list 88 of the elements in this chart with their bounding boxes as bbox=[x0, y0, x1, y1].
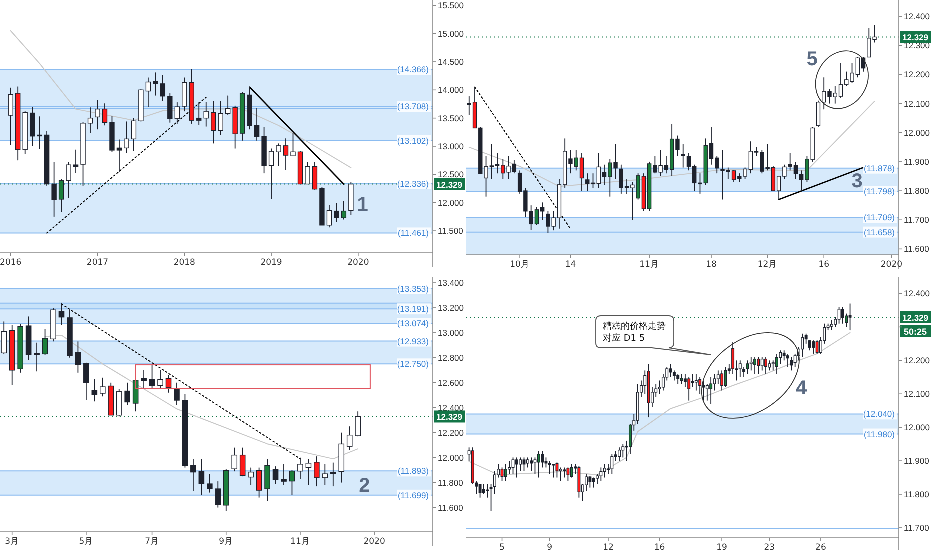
x-tick-label: 5 bbox=[500, 543, 505, 550]
x-tick-label: 3月 bbox=[5, 537, 20, 547]
annotation: 1 bbox=[357, 194, 368, 216]
y-tick-label: 14.000 bbox=[438, 85, 464, 96]
ref-line-label: (11.893) bbox=[398, 466, 430, 476]
ref-line-label: (13.074) bbox=[397, 318, 430, 329]
ref-line-label: (11.461) bbox=[398, 228, 430, 238]
y-tick-label: 12.400 bbox=[904, 288, 930, 299]
x-tick-label: 12月 bbox=[758, 260, 778, 270]
y-tick-label: 12.500 bbox=[438, 170, 464, 180]
y-tick-label: 12.600 bbox=[438, 378, 464, 388]
x-tick-label: 11月 bbox=[290, 537, 310, 547]
ref-line-label: (11.658) bbox=[864, 227, 896, 238]
ref-line-label: (12.933) bbox=[397, 336, 430, 346]
y-tick-label: 11.800 bbox=[438, 478, 464, 488]
x-tick-label: 19 bbox=[716, 543, 728, 550]
ref-line-label: 12.329 bbox=[436, 180, 463, 190]
x-tick-label: 2017 bbox=[86, 258, 109, 268]
ref-line-label: (14.366) bbox=[397, 64, 430, 75]
y-tick-label: 11.800 bbox=[904, 186, 930, 196]
y-tick-label: 11.500 bbox=[438, 226, 464, 236]
y-tick-label: 13.200 bbox=[438, 302, 464, 313]
y-tick-label: 14.500 bbox=[438, 56, 464, 67]
x-tick-label: 23 bbox=[764, 543, 776, 550]
annotation: 3 bbox=[852, 170, 863, 193]
y-tick-label: 11.700 bbox=[904, 522, 930, 533]
y-tick-label: 13.400 bbox=[438, 278, 464, 288]
ref-line-label: (13.353) bbox=[397, 284, 430, 294]
ref-line-label: (12.750) bbox=[397, 359, 430, 370]
x-tick-label: 2016 bbox=[0, 258, 22, 268]
y-tick-label: 15.000 bbox=[438, 28, 464, 39]
x-tick-label: 14 bbox=[565, 260, 576, 270]
x-tick-label: 2020 bbox=[348, 258, 370, 268]
y-tick-label: 11.900 bbox=[904, 156, 930, 167]
ref-line-label: 12.329 bbox=[902, 312, 929, 323]
x-tick-label: 9月 bbox=[219, 537, 234, 547]
y-tick-label: 11.700 bbox=[904, 215, 930, 226]
y-tick-label: 12.200 bbox=[904, 356, 930, 366]
ref-line-label: 12.329 bbox=[436, 412, 463, 422]
x-tick-label: 2018 bbox=[174, 258, 196, 268]
annotation: 5 bbox=[806, 48, 818, 70]
y-tick-label: 12.800 bbox=[438, 352, 464, 363]
y-tick-label: 12.000 bbox=[438, 452, 464, 463]
ref-line-label: (12.336) bbox=[397, 178, 430, 189]
text: 50:25 bbox=[904, 326, 928, 337]
x-tick-label: 26 bbox=[816, 543, 826, 550]
x-tick-label: 18 bbox=[706, 260, 717, 270]
x-tick-label: 16 bbox=[654, 543, 666, 550]
y-tick-label: 13.000 bbox=[438, 328, 464, 338]
annotation: 糟糕的价格走势对应 D1 5 bbox=[603, 321, 666, 344]
ref-line-label: (12.040) bbox=[863, 409, 896, 420]
x-tick-label: 7月 bbox=[145, 537, 160, 547]
annotation: 4 bbox=[796, 377, 808, 400]
y-tick-label: 13.500 bbox=[438, 113, 464, 124]
ref-line-label: (11.709) bbox=[864, 212, 896, 222]
x-tick-label: 9 bbox=[547, 543, 553, 550]
ref-line-label: (11.878) bbox=[864, 163, 896, 174]
ref-line-label: (13.102) bbox=[397, 136, 430, 146]
y-tick-label: 11.800 bbox=[904, 490, 930, 500]
y-tick-label: 12.400 bbox=[438, 402, 464, 413]
ref-line-label: (11.699) bbox=[398, 490, 430, 500]
x-tick-label: 16 bbox=[818, 260, 830, 270]
x-tick-label: 2019 bbox=[260, 258, 282, 268]
x-tick-label: 12 bbox=[603, 543, 614, 550]
y-tick-label: 13.000 bbox=[438, 142, 464, 152]
y-tick-label: 12.200 bbox=[438, 428, 464, 438]
x-tick-label: 10月 bbox=[510, 260, 530, 270]
y-tick-label: 11.900 bbox=[904, 456, 930, 466]
x-tick-label: 11月 bbox=[640, 260, 660, 270]
y-tick-label: 12.000 bbox=[904, 128, 930, 138]
ref-line-label: (13.191) bbox=[397, 304, 430, 314]
y-tick-label: 11.600 bbox=[438, 502, 464, 513]
y-tick-label: 11.600 bbox=[904, 244, 930, 254]
annotation: 2 bbox=[359, 474, 370, 497]
y-tick-label: 12.100 bbox=[904, 98, 930, 109]
x-tick-label: 5月 bbox=[79, 537, 94, 547]
x-tick-label: 2020 bbox=[364, 537, 386, 547]
ref-line-label: (13.708) bbox=[397, 102, 430, 112]
y-tick-label: 12.000 bbox=[438, 198, 464, 208]
x-tick-label: 2020 bbox=[880, 260, 902, 270]
ref-line-label: 12.329 bbox=[902, 32, 929, 43]
y-tick-label: 12.200 bbox=[904, 70, 930, 80]
y-tick-label: 12.000 bbox=[904, 422, 930, 433]
ref-line-label: (11.980) bbox=[864, 429, 896, 440]
y-tick-label: 12.400 bbox=[904, 12, 930, 22]
ref-line-label: (11.798) bbox=[864, 186, 896, 197]
y-tick-label: 12.100 bbox=[904, 389, 930, 400]
y-tick-label: 15.500 bbox=[438, 0, 464, 11]
